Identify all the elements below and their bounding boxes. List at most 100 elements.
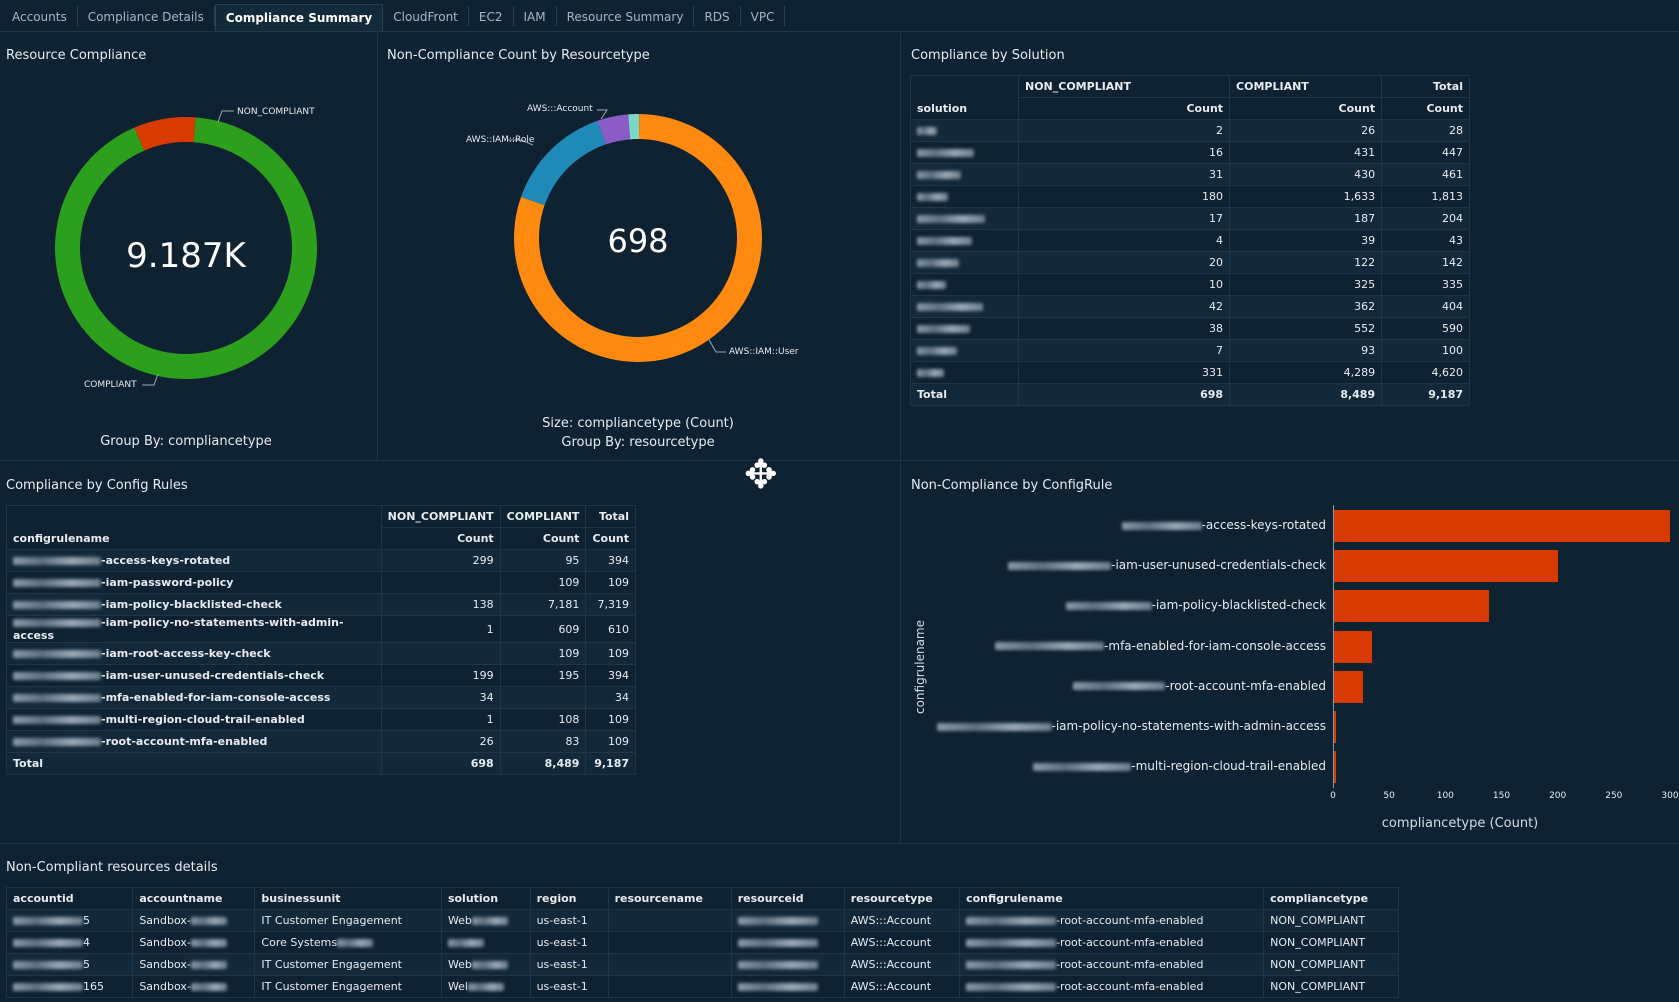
slice-other[interactable] [628, 114, 640, 140]
bar[interactable] [1334, 630, 1373, 663]
resourcetype-donut[interactable] [378, 90, 898, 410]
bar[interactable] [1334, 711, 1336, 743]
column-header-resourcetype[interactable]: resourcetype [843, 887, 961, 910]
cell: 16 [1017, 141, 1231, 164]
column-header-resourceid[interactable]: resourceid [730, 887, 845, 910]
tab-rds[interactable]: RDS [694, 6, 741, 26]
tab-iam[interactable]: IAM [514, 6, 557, 26]
slice-label: AWS:::Account [527, 104, 593, 114]
cell-text: Sandbox- [139, 914, 191, 927]
cell: 1 [380, 708, 501, 731]
table-row: 2 26 28 [910, 119, 1470, 142]
tab-ec2[interactable]: EC2 [469, 6, 514, 26]
redacted-text [737, 961, 818, 969]
redacted-text [917, 193, 948, 201]
category-suffix: -multi-region-cloud-trail-enabled [1131, 759, 1326, 774]
cell: 26 [1229, 119, 1383, 142]
table-row[interactable]: 4 Sandbox- Core Systems us-east-1 AWS:::Acco… [5, 931, 1399, 954]
cell-region: us-east-1 [529, 931, 609, 954]
tab-compliance-details[interactable]: Compliance Details [78, 6, 215, 26]
panel-title: Non-Compliance by ConfigRule [911, 478, 1113, 493]
column-header-compliancetype[interactable]: compliancetype [1263, 887, 1399, 910]
cell: 299 [380, 549, 501, 572]
cell: 2 [1017, 119, 1231, 142]
column-header-configrulename[interactable]: configrulename [959, 887, 1265, 910]
redacted-text [917, 237, 972, 245]
bar[interactable] [1334, 670, 1364, 703]
cell-text: AWS:::Account [850, 936, 932, 949]
cell-resourceid [730, 953, 845, 976]
row-name: -iam-root-access-key-check [6, 642, 382, 665]
redacted-text [917, 347, 957, 355]
row-name [910, 141, 1019, 164]
redacted-text [917, 325, 970, 333]
tab-compliance-summary[interactable]: Compliance Summary [214, 4, 384, 31]
slice-non-compliant[interactable] [134, 117, 196, 151]
cell [380, 642, 501, 665]
redacted-text [1065, 601, 1152, 610]
tab-accounts[interactable]: Accounts [2, 6, 78, 26]
total-row: Total 698 8,489 9,187 [910, 383, 1470, 406]
slice-aws-account[interactable] [597, 114, 631, 145]
rule-suffix: -iam-user-unused-credentials-check [101, 669, 325, 682]
redacted-text [917, 215, 985, 223]
total-cell: 698 [380, 752, 501, 775]
table-row[interactable]: 5 Sandbox- IT Customer Engagement Web us-eas… [5, 909, 1399, 932]
table-row[interactable]: 5 Sandbox- IT Customer Engagement Web us-eas… [5, 953, 1399, 976]
cell: 138 [380, 593, 501, 616]
row-name: -iam-user-unused-credentials-check [6, 664, 382, 687]
redacted-text [1073, 682, 1166, 691]
chart-caption: Group By: resourcetype [561, 435, 715, 450]
redacted-text [995, 642, 1105, 651]
table-row: 38 552 590 [910, 317, 1470, 340]
divider [377, 33, 378, 460]
cell-compliancetype: NON_COMPLIANT [1263, 909, 1399, 932]
total-label: Total [910, 383, 1019, 406]
cell-text: Wel [447, 980, 468, 993]
group-header: Total [1381, 75, 1470, 98]
cell: 590 [1381, 317, 1470, 340]
row-name: -iam-policy-no-statements-with-admin-acc… [6, 615, 382, 643]
cell: 17 [1017, 207, 1231, 230]
solution-pivot-table: solution NON_COMPLIANT COMPLIANT Total Count… [910, 75, 1470, 406]
table-row: -iam-policy-no-statements-with-admin-acc… [6, 615, 636, 643]
column-header-accountname[interactable]: accountname [132, 887, 256, 910]
bar[interactable] [1334, 751, 1336, 784]
cell-businessunit: IT Customer Engagement [254, 909, 442, 932]
cell: 39 [1229, 229, 1383, 252]
tab-cloudfront[interactable]: CloudFront [383, 6, 469, 26]
table-row[interactable]: 165 Sandbox- IT Customer Engagement Wel us-e… [5, 975, 1399, 998]
category-suffix: -access-keys-rotated [1201, 518, 1326, 532]
column-header-resourcename[interactable]: resourcename [607, 887, 732, 910]
cell-text: AWS:::Account [850, 958, 932, 971]
table-row: 42 362 404 [910, 295, 1470, 318]
cell: 4,289 [1229, 361, 1383, 384]
resource-compliance-donut[interactable] [0, 90, 377, 410]
slice-aws-iam-role[interactable] [521, 120, 606, 206]
cell-solution: Web [440, 909, 531, 932]
redacted-text [917, 369, 944, 377]
x-tick-label: 150 [1492, 791, 1511, 801]
cell: 43 [1381, 229, 1470, 252]
tab-resource-summary[interactable]: Resource Summary [557, 6, 695, 26]
cell-compliancetype: NON_COMPLIANT [1263, 953, 1399, 976]
column-header-region[interactable]: region [529, 887, 609, 910]
tab-vpc[interactable]: VPC [741, 6, 786, 26]
cell: 109 [585, 708, 636, 731]
cell-accountname: Sandbox- [132, 931, 256, 954]
redacted-text [13, 557, 101, 565]
x-tick-label: 250 [1605, 791, 1623, 801]
bar[interactable] [1334, 550, 1558, 583]
row-name [910, 185, 1019, 208]
bar[interactable] [1334, 510, 1670, 542]
cell: 1 [380, 615, 501, 643]
total-cell: 9,187 [1381, 383, 1470, 406]
cell-configrulename: -root-account-mfa-enabled [959, 931, 1265, 954]
column-header-businessunit[interactable]: businessunit [254, 887, 442, 910]
row-name [910, 163, 1019, 186]
column-header-solution[interactable]: solution [440, 887, 531, 910]
redacted-text [13, 650, 101, 658]
bar[interactable] [1334, 590, 1490, 623]
cell-resourcetype: AWS:::Account [843, 975, 961, 998]
column-header-accountid[interactable]: accountid [5, 887, 134, 910]
